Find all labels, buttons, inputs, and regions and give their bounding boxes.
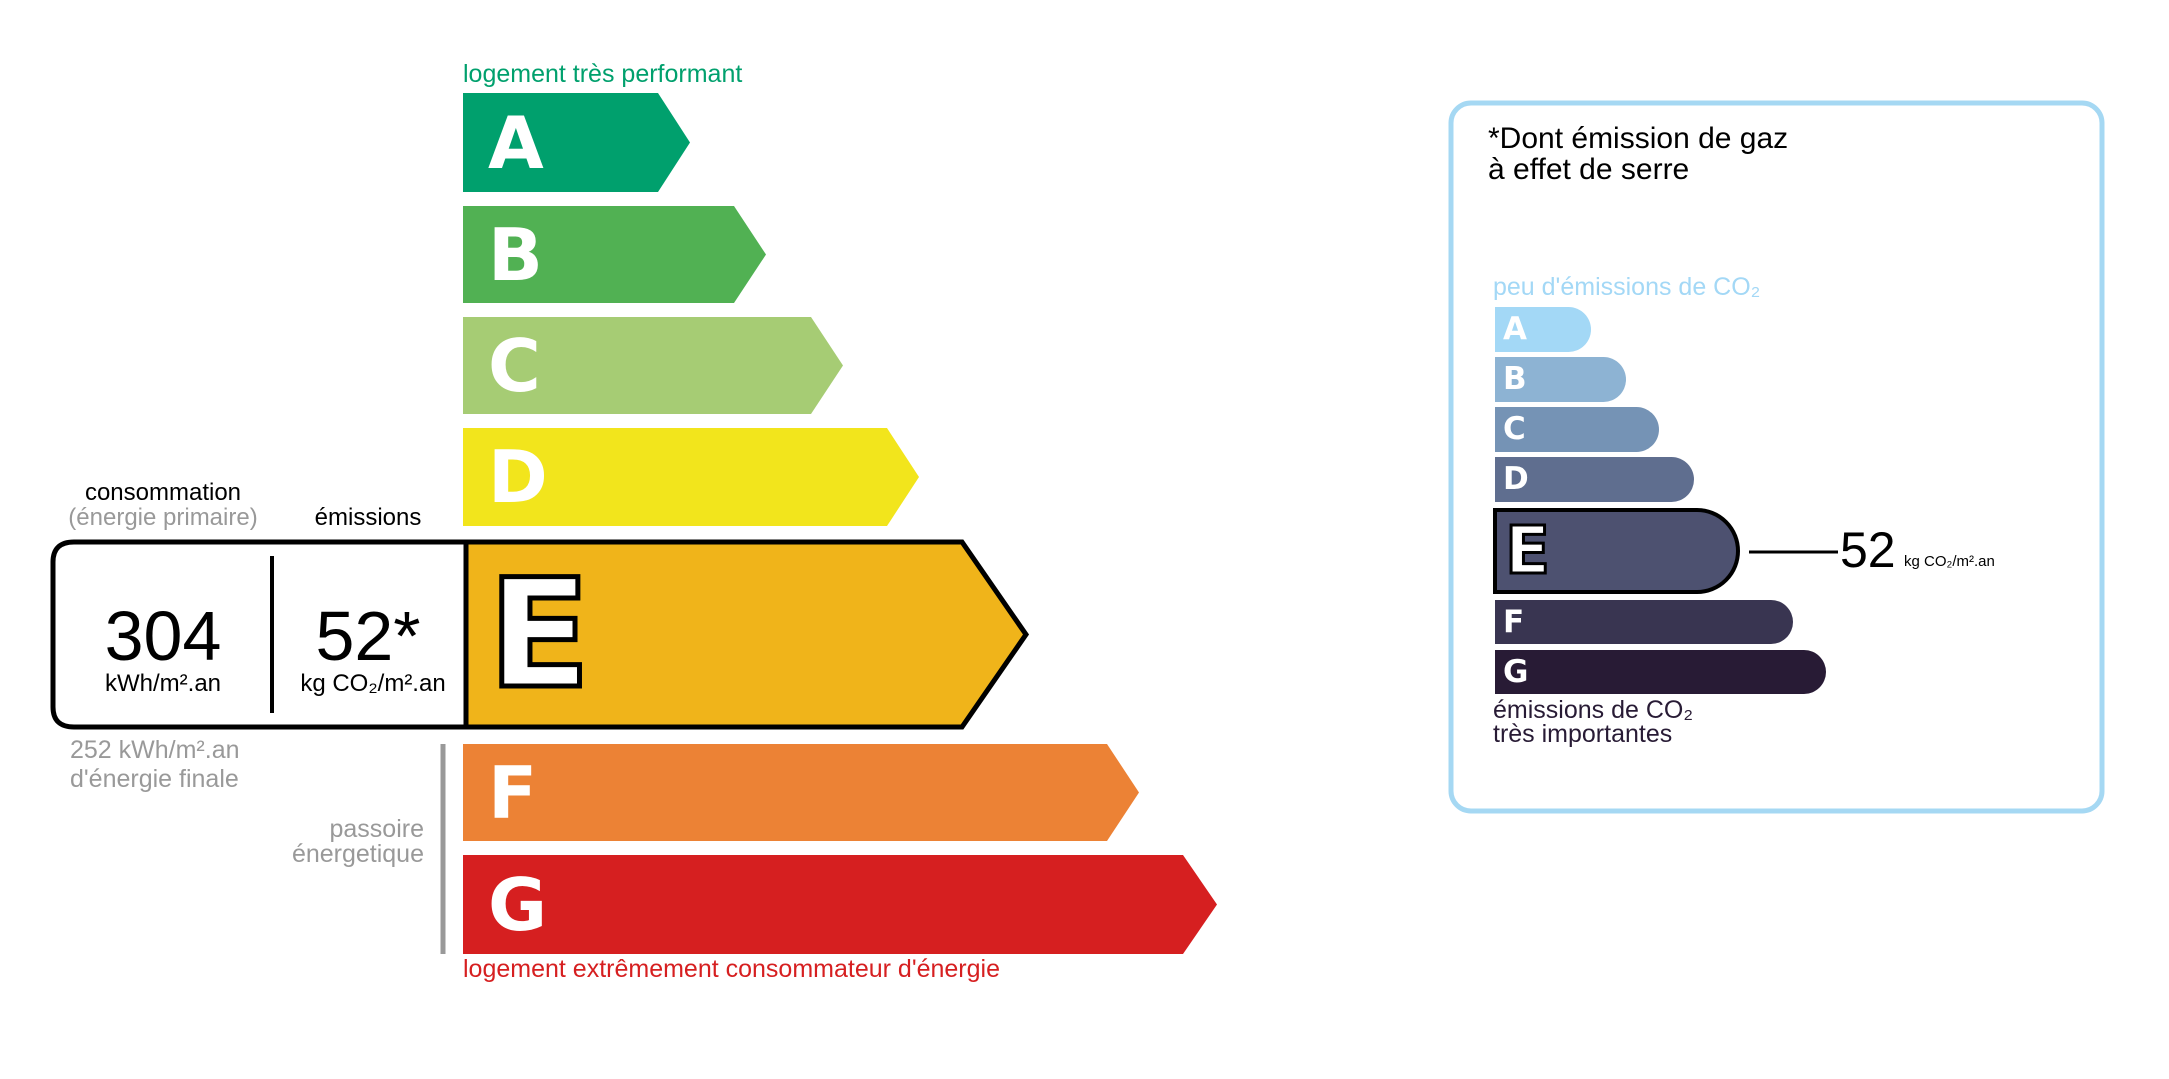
energy-bar-d: [463, 428, 919, 526]
ges-class-letter-a: A: [1503, 311, 1527, 347]
ges-top-label: peu d'émissions de CO₂: [1493, 273, 1761, 301]
energy-bar-c: [463, 317, 843, 414]
emissions-unit: kg CO₂/m².an: [300, 670, 446, 697]
ges-bar-e: [1493, 508, 1740, 594]
energy-bar-b: [463, 206, 766, 303]
ges-bottom-label-2: très importantes: [1493, 720, 1673, 748]
emissions-value: 52*: [315, 597, 421, 675]
ges-title-2: à effet de serre: [1488, 153, 1690, 186]
energy-class-letter-e: E: [485, 545, 592, 724]
energy-bar-g: [463, 855, 1217, 954]
ges-class-letter-g: G: [1503, 654, 1529, 690]
ges-bar-c: [1495, 407, 1660, 452]
energy-bar-a: [463, 93, 690, 192]
ges-unit: kg CO₂/m².an: [1904, 553, 1995, 570]
ges-class-letter-e: E: [1503, 512, 1551, 589]
energy-class-letter-f: F: [488, 750, 538, 835]
energy-bottom-label: logement extrêmement consommateur d'éner…: [463, 955, 1000, 983]
final-energy-label: d'énergie finale: [70, 765, 239, 793]
energy-class-letter-d: D: [488, 435, 548, 519]
passoire-label-2: énergetique: [291, 840, 424, 868]
consumption-value: 304: [104, 597, 222, 675]
energy-class-letter-g: G: [488, 862, 548, 947]
ges-bar-b: [1495, 357, 1627, 402]
energy-bar-e: [463, 539, 1030, 730]
passoire-label-1: passoire: [329, 815, 425, 843]
energy-top-label: logement très performant: [463, 60, 743, 88]
energy-class-letter-c: C: [488, 323, 541, 408]
energy-class-letter-b: B: [488, 212, 543, 297]
final-energy-value: 252 kWh/m².an: [70, 736, 240, 764]
consumption-sub-label: (énergie primaire): [68, 504, 258, 531]
ges-bar-a: [1495, 307, 1591, 352]
ges-panel-border: [1448, 100, 2105, 814]
ges-bar-g: [1495, 650, 1826, 694]
ges-value: 52: [1840, 522, 1896, 578]
ges-class-letter-c: C: [1503, 411, 1526, 447]
ges-class-letter-d: D: [1503, 461, 1529, 497]
current-values-box: [50, 539, 469, 730]
consumption-label: consommation: [84, 479, 242, 506]
ges-bar-f: [1495, 600, 1793, 644]
energy-class-letter-a: A: [488, 100, 544, 185]
ges-bottom-label-1: émissions de CO₂: [1493, 696, 1694, 724]
ges-title-1: *Dont émission de gaz: [1488, 122, 1789, 155]
emissions-label: émissions: [314, 504, 422, 531]
ges-class-letter-b: B: [1503, 361, 1527, 397]
energy-bar-f: [463, 744, 1139, 841]
ges-class-letter-f: F: [1503, 604, 1525, 640]
consumption-unit: kWh/m².an: [104, 670, 222, 697]
ges-bar-d: [1495, 457, 1694, 502]
